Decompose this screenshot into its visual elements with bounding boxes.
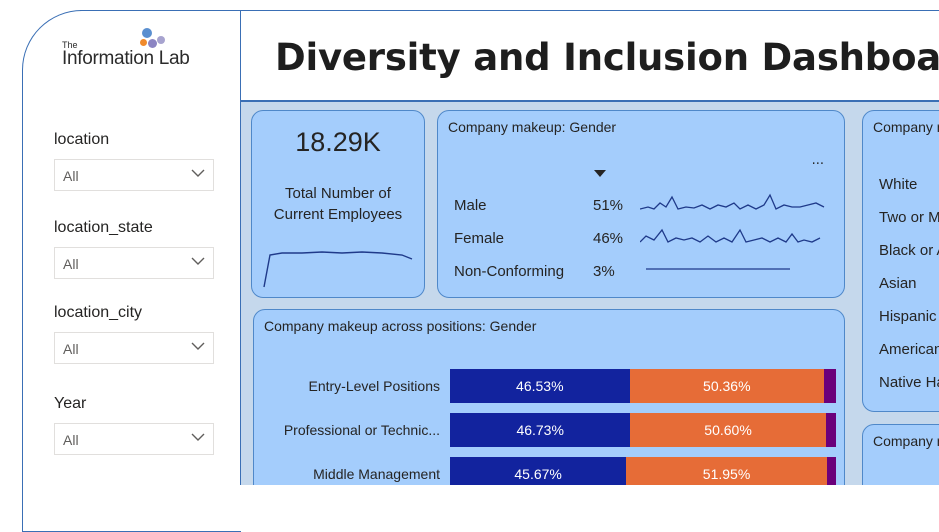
- dropdown-value: All: [63, 256, 79, 272]
- gender-percent: 3%: [593, 263, 615, 280]
- ethnicity-makeup-card[interactable]: Company makeup: Ethnicity White Two or M…: [862, 110, 939, 412]
- gender-label: Female: [454, 230, 505, 247]
- kpi-value: 18.29K: [295, 127, 381, 157]
- card-title: Company makeup across positions: Gender: [264, 318, 537, 334]
- nonconforming-sparkline: [646, 268, 790, 270]
- information-lab-logo: The Information Lab: [62, 26, 222, 76]
- ethnicity-label: Hispanic or Latino: [879, 308, 939, 325]
- header-divider: [241, 100, 939, 102]
- location-city-dropdown[interactable]: All: [54, 332, 214, 364]
- chevron-down-icon: [191, 257, 205, 265]
- sidebar-divider: [240, 10, 241, 485]
- report-canvas: 18.29K Total Number of Current Employees…: [241, 102, 939, 485]
- chevron-down-icon: [191, 169, 205, 177]
- dropdown-value: All: [63, 168, 79, 184]
- logo-dot-icon: [148, 39, 157, 48]
- employees-trend-sparkline: [263, 251, 413, 288]
- gender-makeup-card[interactable]: Company makeup: Gender ... Male 51% Fema…: [437, 110, 845, 298]
- slicer-label: location_state: [54, 219, 153, 236]
- nonconforming-bar-segment[interactable]: [825, 413, 836, 447]
- logo-the-text: The: [62, 40, 78, 50]
- logo-name-text: Information Lab: [62, 48, 190, 69]
- male-bar-segment[interactable]: 45.67%: [450, 457, 627, 485]
- chevron-down-icon: [191, 342, 205, 350]
- location-state-dropdown[interactable]: All: [54, 247, 214, 279]
- card-title: Company makeup: Gender: [448, 119, 617, 135]
- gender-label: Non-Conforming: [454, 263, 565, 280]
- positions-gender-card[interactable]: Company makeup across positions: Gender …: [253, 309, 845, 485]
- year-slicer: Year All: [54, 395, 214, 455]
- chevron-down-icon: [191, 433, 205, 441]
- more-options-icon[interactable]: ...: [811, 153, 824, 168]
- logo-dot-icon: [140, 39, 147, 46]
- logo-dot-icon: [142, 28, 152, 38]
- position-label: Entry-Level Positions: [308, 378, 440, 394]
- male-bar-segment[interactable]: 46.73%: [450, 413, 631, 447]
- company-makeup-card[interactable]: Company makeup: [862, 424, 939, 485]
- header-border: [80, 10, 939, 11]
- location-slicer: location All: [54, 131, 214, 191]
- logo-dot-icon: [157, 36, 165, 44]
- gender-percent: 46%: [593, 230, 624, 247]
- female-sparkline: [640, 228, 821, 243]
- year-dropdown[interactable]: All: [54, 423, 214, 455]
- dropdown-value: All: [63, 341, 79, 357]
- kpi-label-line: Current Employees: [273, 206, 403, 223]
- female-bar-segment[interactable]: 50.36%: [629, 369, 824, 403]
- ethnicity-label: Black or African American: [879, 242, 939, 259]
- slicer-label: location: [54, 131, 110, 148]
- card-title: Company makeup: Ethnicity: [873, 119, 939, 135]
- gender-percent: 51%: [593, 197, 624, 214]
- ethnicity-label: American Indian: [879, 341, 939, 358]
- slicer-label: Year: [54, 395, 87, 412]
- male-bar-segment[interactable]: 46.53%: [450, 369, 630, 403]
- slicer-label: location_city: [54, 304, 143, 321]
- kpi-label: Total Number of Current Employees: [252, 183, 424, 225]
- ethnicity-label: Asian: [879, 275, 917, 292]
- location-dropdown[interactable]: All: [54, 159, 214, 191]
- position-label: Professional or Technic...: [283, 422, 440, 438]
- sort-arrow-icon[interactable]: [594, 170, 606, 178]
- male-sparkline: [640, 193, 825, 210]
- total-employees-card[interactable]: 18.29K Total Number of Current Employees: [251, 110, 425, 298]
- kpi-label-line: Total Number of: [285, 185, 391, 202]
- nonconforming-bar-segment[interactable]: [823, 369, 836, 403]
- ethnicity-label: Native Hawaiian: [879, 374, 939, 391]
- nonconforming-bar-segment[interactable]: [826, 457, 836, 485]
- ethnicity-label: White: [879, 176, 918, 193]
- ethnicity-label: Two or More: [879, 209, 939, 226]
- location-state-slicer: location_state All: [54, 219, 214, 279]
- gender-label: Male: [454, 197, 487, 214]
- page-title: Diversity and Inclusion Dashboard: [275, 36, 939, 79]
- card-title: Company makeup: [873, 433, 939, 449]
- female-bar-segment[interactable]: 51.95%: [626, 457, 827, 485]
- female-bar-segment[interactable]: 50.60%: [630, 413, 826, 447]
- position-label: Middle Management: [313, 466, 440, 482]
- dropdown-value: All: [63, 432, 79, 448]
- location-city-slicer: location_city All: [54, 304, 214, 364]
